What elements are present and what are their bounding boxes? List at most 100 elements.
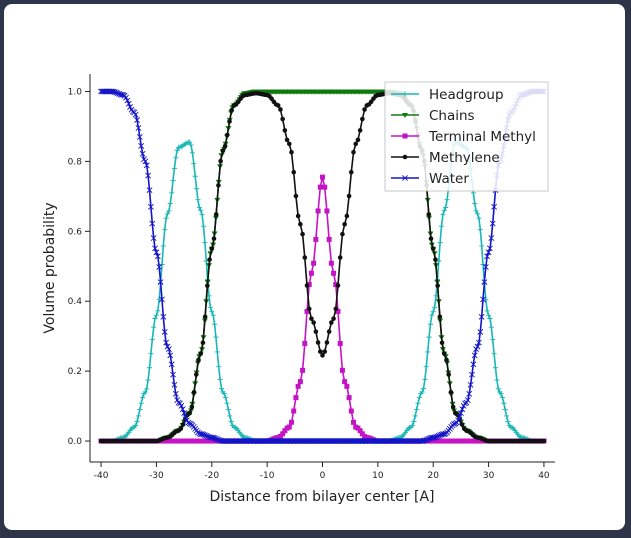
x-tick-label: 0 bbox=[320, 471, 326, 481]
point-plus bbox=[440, 212, 446, 218]
point-circle bbox=[202, 314, 208, 320]
point-x bbox=[236, 438, 243, 444]
point-circle bbox=[180, 422, 186, 427]
point-circle bbox=[351, 149, 356, 155]
legend-item-terminal-methyl: Terminal Methyl bbox=[391, 129, 536, 145]
point-plus bbox=[189, 150, 196, 156]
point-x bbox=[247, 438, 254, 444]
point-square bbox=[308, 270, 314, 276]
point-plus bbox=[133, 422, 139, 429]
point-plus bbox=[443, 204, 449, 210]
point-x bbox=[221, 438, 228, 444]
point-circle bbox=[320, 353, 325, 358]
point-x bbox=[282, 438, 289, 444]
point-square bbox=[355, 425, 361, 431]
chart-plot-area bbox=[98, 88, 547, 445]
point-x bbox=[398, 438, 405, 444]
point-circle bbox=[439, 340, 445, 346]
point-plus bbox=[431, 304, 438, 310]
point-plus bbox=[476, 215, 482, 221]
point-x bbox=[244, 438, 251, 444]
point-x bbox=[376, 438, 383, 444]
point-triangle bbox=[402, 113, 408, 118]
point-square bbox=[286, 424, 292, 430]
x-tick-label: 30 bbox=[483, 471, 495, 481]
point-x bbox=[165, 346, 172, 352]
point-x bbox=[99, 88, 106, 95]
point-x bbox=[390, 438, 396, 444]
point-plus bbox=[225, 406, 231, 413]
point-x bbox=[410, 438, 417, 444]
point-x bbox=[186, 420, 193, 427]
point-plus bbox=[162, 227, 168, 233]
point-x bbox=[413, 438, 420, 444]
point-plus bbox=[188, 142, 194, 148]
point-x bbox=[325, 438, 331, 444]
point-x bbox=[332, 438, 338, 444]
point-plus bbox=[491, 351, 497, 357]
point-x bbox=[229, 438, 236, 444]
legend-label: Terminal Methyl bbox=[428, 129, 536, 145]
x-tick-label: 10 bbox=[372, 471, 384, 481]
point-circle bbox=[357, 128, 363, 133]
point-x bbox=[345, 438, 352, 444]
point-square bbox=[328, 260, 334, 266]
point-circle bbox=[402, 154, 408, 160]
point-circle bbox=[441, 351, 447, 356]
point-circle bbox=[355, 137, 361, 143]
point-circle bbox=[450, 404, 456, 410]
point-plus bbox=[221, 390, 227, 397]
point-circle bbox=[218, 158, 223, 164]
point-x bbox=[168, 361, 175, 368]
y-tick-label: 1.0 bbox=[68, 87, 83, 97]
point-plus bbox=[480, 261, 486, 268]
point-plus bbox=[214, 349, 220, 355]
point-circle bbox=[337, 255, 343, 260]
point-x bbox=[290, 438, 297, 444]
point-x bbox=[415, 438, 421, 444]
point-square bbox=[313, 236, 319, 242]
point-plus bbox=[151, 324, 157, 330]
point-x bbox=[316, 438, 323, 444]
point-x bbox=[160, 313, 167, 320]
point-circle bbox=[362, 107, 367, 112]
point-x bbox=[269, 438, 276, 444]
point-square bbox=[300, 367, 306, 373]
point-circle bbox=[207, 257, 212, 262]
point-plus bbox=[490, 336, 496, 343]
point-circle bbox=[329, 320, 334, 325]
point-square bbox=[324, 208, 330, 214]
point-plus bbox=[169, 190, 175, 196]
point-plus bbox=[438, 223, 445, 229]
point-plus bbox=[430, 309, 436, 315]
point-plus bbox=[209, 309, 215, 315]
point-circle bbox=[353, 141, 359, 147]
point-x bbox=[485, 249, 492, 256]
point-x bbox=[127, 104, 134, 110]
point-x bbox=[257, 438, 264, 444]
point-plus bbox=[415, 400, 421, 406]
point-x bbox=[294, 438, 301, 444]
point-circle bbox=[435, 283, 440, 288]
point-circle bbox=[209, 246, 215, 252]
point-circle bbox=[211, 236, 217, 241]
point-plus bbox=[409, 422, 416, 429]
point-circle bbox=[282, 128, 288, 133]
point-x bbox=[491, 203, 498, 210]
point-x bbox=[484, 253, 491, 260]
point-x bbox=[278, 438, 284, 444]
point-plus bbox=[213, 334, 219, 340]
point-x bbox=[409, 438, 416, 444]
point-plus bbox=[195, 197, 201, 203]
point-plus bbox=[167, 200, 173, 207]
point-x bbox=[395, 438, 402, 444]
point-plus bbox=[166, 208, 172, 214]
point-x bbox=[279, 438, 286, 444]
point-plus bbox=[494, 377, 500, 383]
point-x bbox=[265, 438, 272, 444]
point-circle bbox=[459, 422, 465, 427]
point-circle bbox=[426, 212, 432, 217]
point-plus bbox=[228, 418, 234, 425]
point-x bbox=[318, 438, 325, 444]
point-square bbox=[359, 431, 365, 437]
